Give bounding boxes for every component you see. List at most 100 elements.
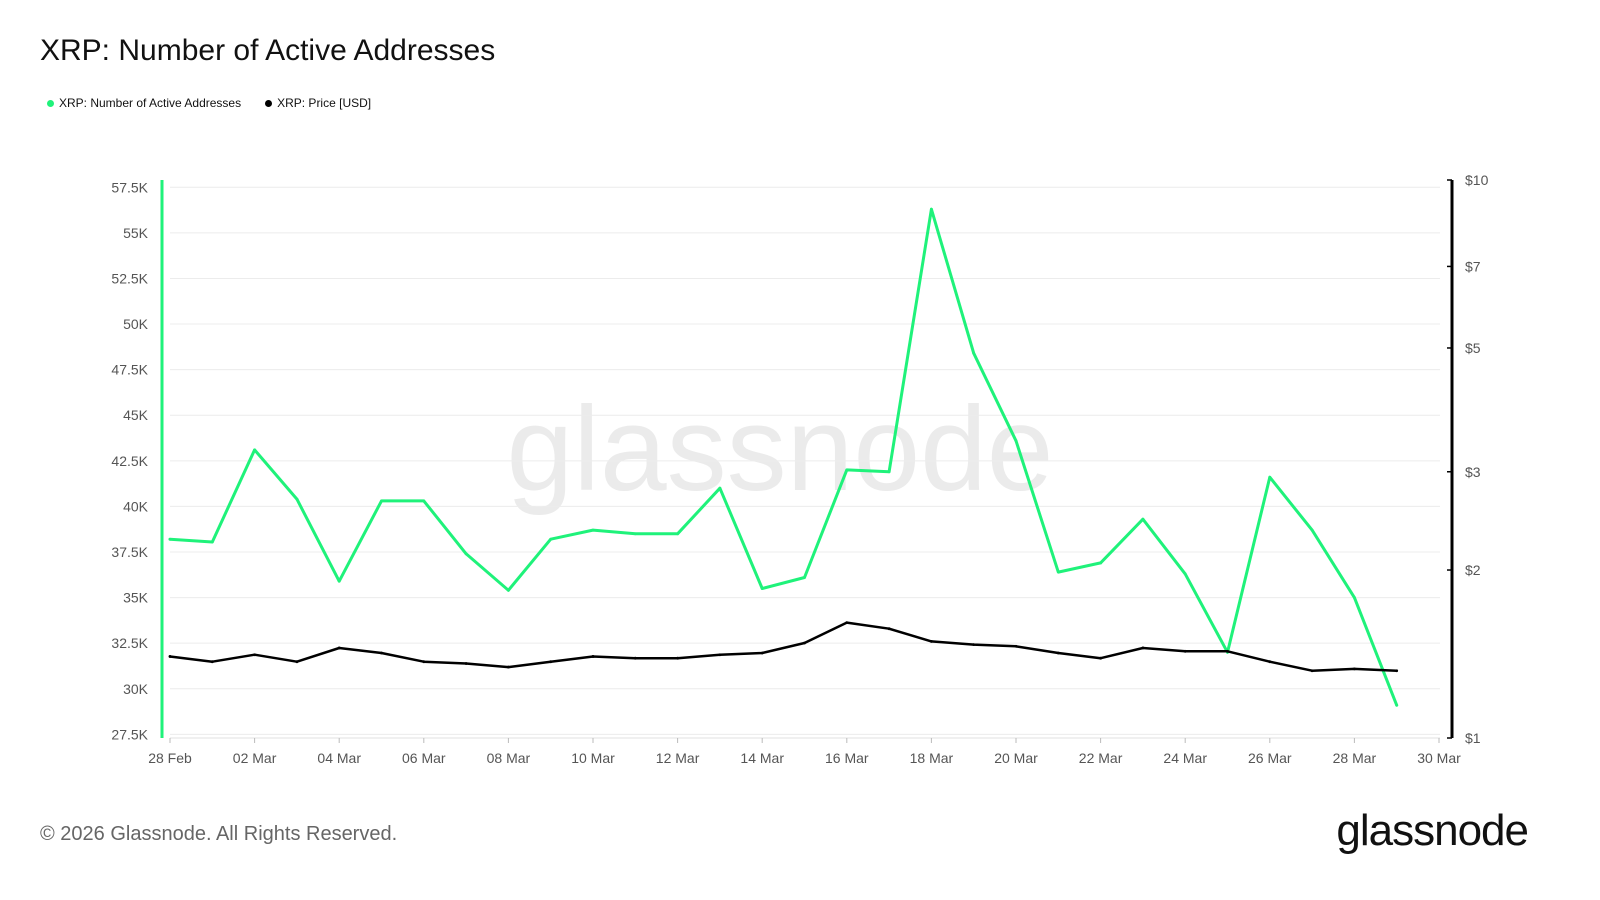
x-tick-label: 30 Mar	[1417, 750, 1461, 766]
left-tick-label: 40K	[123, 498, 149, 514]
data-point-price	[168, 655, 172, 658]
data-point-price	[1395, 669, 1399, 673]
data-point-price	[718, 653, 722, 657]
data-point-active-addresses	[1395, 703, 1399, 707]
left-tick-label: 30K	[123, 681, 149, 697]
legend-dot-active-addresses	[47, 99, 54, 107]
data-point-price	[295, 660, 299, 664]
data-point-active-addresses	[168, 537, 172, 541]
left-tick-label: 27.5K	[111, 726, 148, 742]
data-point-active-addresses	[295, 497, 299, 501]
data-point-price	[210, 660, 214, 664]
x-tick-label: 18 Mar	[910, 750, 954, 766]
data-point-price	[549, 660, 553, 664]
data-point-price	[591, 655, 595, 658]
right-tick-label: $3	[1465, 464, 1481, 480]
grid	[170, 186, 1440, 735]
data-point-active-addresses	[676, 532, 679, 536]
data-point-price	[803, 641, 806, 645]
data-point-price	[633, 656, 637, 660]
data-point-price	[1141, 646, 1145, 650]
chart-title: XRP: Number of Active Addresses	[40, 34, 496, 67]
x-tick-label: 14 Mar	[740, 750, 784, 766]
copyright-text: © 2026 Glassnode. All Rights Reserved.	[40, 823, 398, 845]
data-point-price	[1056, 651, 1060, 655]
data-point-active-addresses	[549, 537, 553, 541]
series-line-price[interactable]	[168, 621, 1398, 672]
data-point-active-addresses	[1141, 517, 1145, 521]
series-line-active-addresses[interactable]	[168, 207, 1399, 707]
left-tick-label: 47.5K	[111, 362, 148, 378]
left-tick-label: 32.5K	[111, 635, 148, 651]
data-point-active-addresses	[887, 470, 891, 474]
data-point-price	[1310, 669, 1314, 673]
data-point-active-addresses	[1056, 570, 1060, 574]
data-point-price	[507, 665, 510, 669]
data-point-price	[887, 627, 891, 631]
left-tick-label: 55K	[123, 225, 149, 241]
x-tick-label: 22 Mar	[1079, 750, 1123, 766]
x-tick-label: 06 Mar	[402, 750, 446, 766]
data-point-active-addresses	[633, 532, 637, 536]
data-point-price	[930, 639, 933, 643]
series-layer	[168, 207, 1399, 707]
data-point-active-addresses	[1014, 439, 1018, 443]
data-point-active-addresses	[1353, 596, 1356, 599]
x-tick-label: 28 Feb	[148, 750, 192, 766]
data-point-price	[1099, 656, 1102, 660]
legend-item-price[interactable]: XRP: Price [USD]	[265, 96, 371, 110]
left-tick-label: 57.5K	[111, 179, 148, 195]
x-tick-label: 28 Mar	[1333, 750, 1377, 766]
data-point-active-addresses	[803, 576, 806, 579]
data-point-active-addresses	[718, 486, 722, 490]
legend-label-active-addresses: XRP: Number of Active Addresses	[59, 96, 242, 110]
legend-item-active-addresses[interactable]: XRP: Number of Active Addresses	[47, 96, 241, 110]
legend-dot-price	[265, 99, 273, 107]
left-tick-label: 50K	[123, 316, 149, 332]
data-point-price	[337, 646, 341, 650]
left-axis: 27.5K 30K 32.5K 35K 37.5K 40K 42.5K 45K 47.5K 50K…	[111, 179, 164, 742]
data-point-active-addresses	[845, 468, 849, 472]
x-tick-label: 16 Mar	[825, 750, 869, 766]
right-tick-label: $10	[1465, 172, 1489, 188]
data-point-active-addresses	[760, 587, 764, 590]
data-point-price	[972, 643, 976, 647]
x-tick-label: 02 Mar	[233, 750, 277, 766]
right-axis: $1 $2 $3 $5 $7 $10	[1447, 172, 1489, 746]
right-tick-label: $5	[1465, 340, 1481, 356]
data-point-price	[380, 651, 383, 655]
glassnode-logo: glassnode	[1336, 806, 1529, 855]
data-point-price	[1353, 667, 1356, 671]
data-point-price	[676, 656, 679, 660]
data-point-active-addresses	[591, 528, 595, 532]
legend: XRP: Number of Active Addresses XRP: Pri…	[47, 96, 371, 110]
x-tick-label: 04 Mar	[317, 750, 361, 766]
left-tick-label: 45K	[123, 407, 149, 423]
data-point-price	[1226, 649, 1229, 653]
x-tick-label: 08 Mar	[487, 750, 531, 766]
data-point-active-addresses	[1268, 475, 1272, 479]
data-point-active-addresses	[1310, 528, 1314, 532]
watermark: glassnode	[506, 382, 1053, 516]
data-point-active-addresses	[507, 588, 510, 592]
data-point-active-addresses	[422, 499, 426, 503]
data-point-price	[422, 660, 426, 664]
data-point-price	[464, 662, 468, 665]
data-point-active-addresses	[210, 540, 214, 544]
legend-label-price: XRP: Price [USD]	[277, 96, 372, 110]
data-point-active-addresses	[337, 579, 341, 583]
data-point-active-addresses	[253, 448, 256, 452]
x-axis: 28 Feb 02 Mar 04 Mar 06 Mar 08 Mar 10 Mar 12 M…	[148, 737, 1461, 766]
right-tick-label: $1	[1465, 730, 1481, 746]
x-tick-label: 26 Mar	[1248, 750, 1292, 766]
left-tick-label: 52.5K	[111, 270, 148, 286]
x-tick-label: 10 Mar	[571, 750, 615, 766]
left-tick-label: 42.5K	[111, 453, 148, 469]
x-tick-label: 12 Mar	[656, 750, 700, 766]
right-tick-label: $7	[1465, 258, 1481, 274]
data-point-price	[845, 621, 849, 624]
left-tick-label: 37.5K	[111, 544, 148, 560]
data-point-price	[1183, 649, 1187, 653]
left-tick-label: 35K	[123, 590, 149, 606]
